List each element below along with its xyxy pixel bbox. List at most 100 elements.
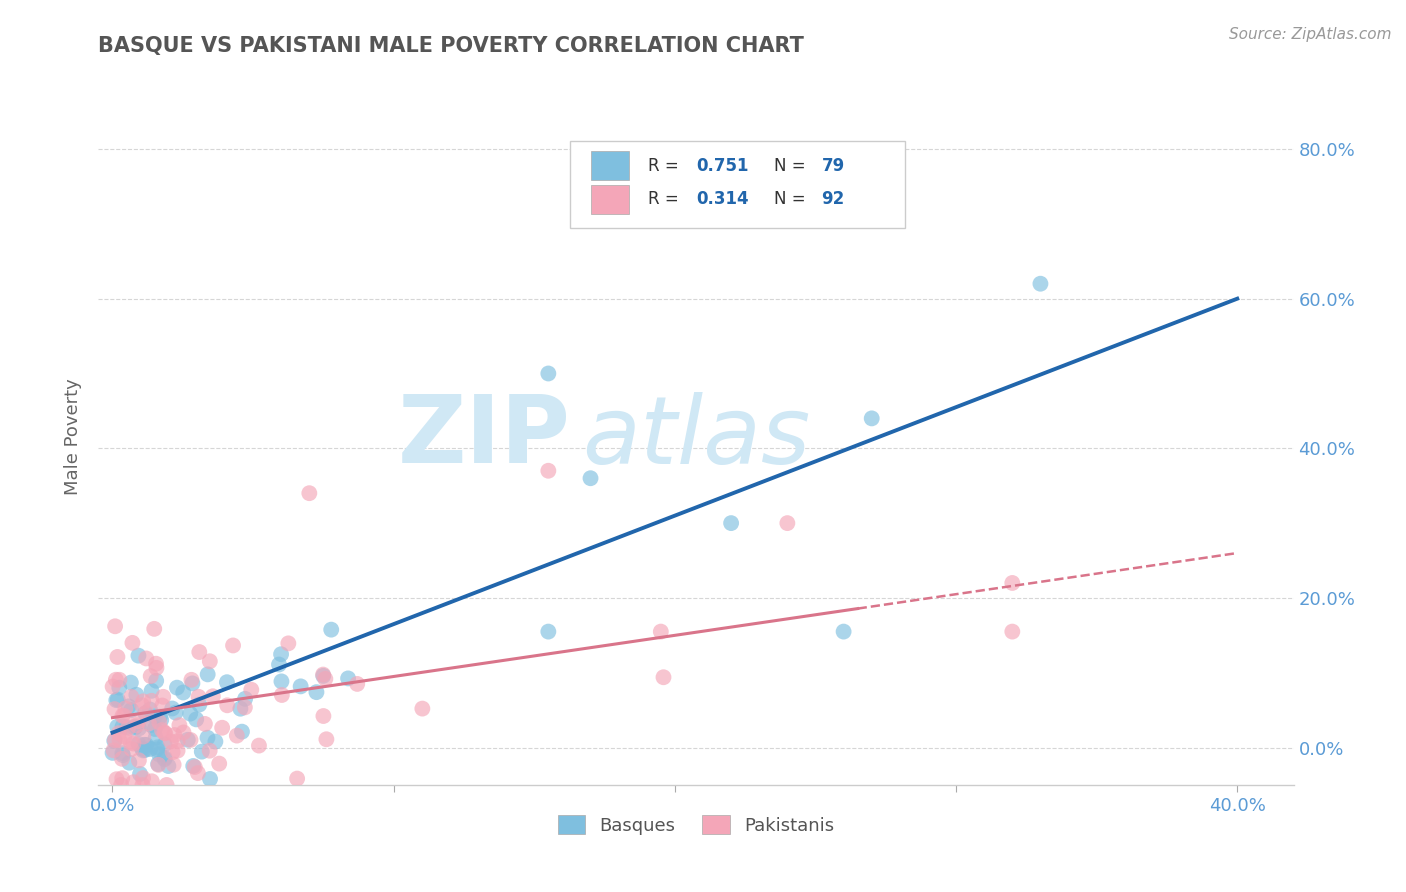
Point [146,742,169,756]
Point [111,746,134,760]
Point [125,718,148,732]
Point [177,732,200,747]
Point [197,667,219,681]
Point [129,767,152,781]
Point [166,744,188,758]
Point [131,778,153,792]
Point [127,737,149,751]
FancyBboxPatch shape [591,151,628,180]
Point [146,757,169,772]
Point [111,752,134,766]
Point [1001,624,1024,639]
Point [145,661,167,675]
Point [197,731,219,745]
Point [110,778,132,792]
Text: atlas: atlas [582,392,811,483]
Point [198,654,221,668]
Point [188,698,211,712]
Point [150,723,173,738]
Point [166,681,188,695]
Point [139,702,162,716]
Point [114,701,136,715]
Point [120,690,142,704]
Point [312,709,335,723]
Point [187,766,209,780]
Point [149,709,172,723]
Point [180,673,202,687]
Point [122,775,145,789]
Point [135,651,157,665]
Point [153,751,176,765]
Point [111,771,134,785]
Point [107,692,129,706]
Point [145,731,167,745]
FancyBboxPatch shape [571,141,905,228]
Point [117,699,139,714]
Point [127,714,149,729]
Point [115,720,138,734]
Text: N =: N = [773,190,810,208]
Point [169,718,191,732]
Point [101,746,124,760]
Point [270,688,292,702]
Point [204,734,226,748]
Point [315,732,337,747]
Point [160,734,183,748]
Point [143,709,166,723]
Point [186,712,208,726]
Point [233,691,256,706]
Point [107,726,129,740]
Point [141,683,163,698]
Point [860,411,883,425]
Point [125,688,148,702]
Point [121,636,143,650]
Point [148,715,170,730]
Point [180,733,202,747]
Point [650,624,672,639]
Point [117,721,139,735]
Text: R =: R = [648,190,685,208]
Point [321,623,343,637]
Point [537,367,560,381]
Point [166,734,188,748]
Point [103,743,125,757]
Y-axis label: Male Poverty: Male Poverty [65,379,83,495]
Point [312,667,335,681]
Point [132,730,155,744]
Point [290,679,312,693]
Point [162,701,184,715]
Point [141,774,163,789]
Point [305,685,328,699]
Point [270,647,292,661]
Point [173,725,195,739]
Point [267,657,290,672]
Point [104,673,127,687]
Point [153,752,176,766]
Point [211,721,233,735]
Point [188,645,211,659]
Point [148,757,170,772]
Point [135,706,157,720]
Point [104,619,127,633]
Point [145,673,167,688]
Point [172,685,194,699]
Text: 0.751: 0.751 [696,157,748,175]
Point [139,718,162,732]
Point [298,486,321,500]
Point [194,717,217,731]
Legend: Basques, Pakistanis: Basques, Pakistanis [551,808,841,842]
Point [103,702,125,716]
Point [145,657,167,671]
Point [198,772,221,786]
Point [346,677,368,691]
Point [124,721,146,735]
Point [134,738,156,752]
Point [141,694,163,708]
Point [103,733,125,747]
Text: Source: ZipAtlas.com: Source: ZipAtlas.com [1229,27,1392,42]
Point [181,759,204,773]
Point [132,743,155,757]
Point [162,757,184,772]
Point [107,649,129,664]
Point [111,748,134,763]
